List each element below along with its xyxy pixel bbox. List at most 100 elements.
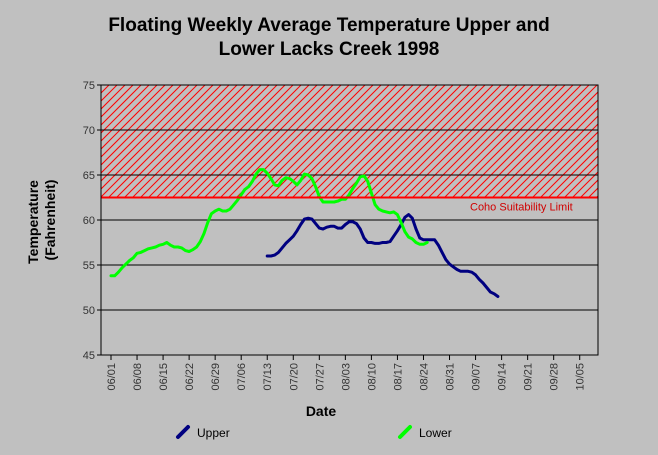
data-point-upper <box>429 238 433 241</box>
hatch-line <box>180 85 294 198</box>
hatch-line <box>101 85 190 174</box>
hatch-line <box>364 85 478 198</box>
data-point-upper <box>485 286 488 289</box>
x-tick-label: 06/08 <box>132 363 144 391</box>
data-point-lower <box>180 246 183 250</box>
data-point-upper <box>448 262 451 266</box>
data-point-lower <box>295 183 299 187</box>
hatch-line <box>308 85 422 198</box>
data-point-upper <box>489 290 492 294</box>
legend: Upper Lower <box>176 425 452 440</box>
data-point-upper <box>385 241 388 244</box>
x-axis-label: Date <box>306 403 337 419</box>
data-point-lower <box>202 232 206 235</box>
data-point-upper <box>329 225 332 228</box>
hatch-line <box>388 85 502 198</box>
data-point-lower <box>362 174 366 178</box>
data-point-lower <box>280 179 284 182</box>
data-point-upper <box>493 292 496 295</box>
data-point-lower <box>310 177 314 180</box>
hatch-line <box>596 195 598 198</box>
y-tick-label: 45 <box>83 350 95 362</box>
data-point-lower <box>232 203 235 206</box>
data-point-lower <box>329 200 332 204</box>
hatch-line <box>492 91 598 198</box>
data-point-lower <box>169 244 172 247</box>
data-point-lower <box>388 211 392 214</box>
data-point-lower <box>292 180 295 183</box>
data-point-upper <box>299 223 302 226</box>
data-point-lower <box>321 200 325 204</box>
data-point-upper <box>496 295 500 298</box>
legend-swatch-upper <box>176 425 190 439</box>
data-point-upper <box>370 241 373 244</box>
y-axis-ticks: 45 50 55 60 65 70 75 <box>83 80 101 362</box>
x-tick-label: 08/24 <box>418 363 430 391</box>
x-tick-label: 06/29 <box>210 363 222 391</box>
data-point-upper <box>325 226 328 229</box>
chart-title-line2: Lower Lacks Creek 1998 <box>218 39 440 60</box>
data-point-lower <box>347 193 351 196</box>
data-point-lower <box>187 250 191 253</box>
data-point-lower <box>225 209 228 213</box>
x-tick-label: 06/22 <box>184 363 196 391</box>
data-point-upper <box>414 227 418 231</box>
data-point-upper <box>288 238 291 241</box>
data-point-lower <box>217 208 221 211</box>
hatch-line <box>108 85 222 198</box>
data-point-upper <box>269 254 273 258</box>
data-point-upper <box>377 242 380 245</box>
data-point-lower <box>266 172 269 175</box>
hatch-line <box>244 85 358 198</box>
data-point-upper <box>426 238 429 241</box>
hatch-line <box>452 85 566 198</box>
x-tick-label: 09/21 <box>523 363 535 391</box>
hatch-line <box>124 85 238 198</box>
data-point-lower <box>373 203 377 206</box>
data-point-upper <box>359 227 362 231</box>
data-point-upper <box>433 238 436 241</box>
data-point-lower <box>109 274 113 277</box>
data-point-upper <box>318 226 321 230</box>
hatch-line <box>436 85 550 198</box>
hatch-line <box>572 171 598 198</box>
hatch-line <box>196 85 310 198</box>
data-point-lower <box>135 252 139 255</box>
hatch-line <box>420 85 534 198</box>
data-point-upper <box>366 241 369 244</box>
data-point-lower <box>333 200 336 204</box>
data-point-upper <box>362 236 366 240</box>
data-point-lower <box>199 240 202 243</box>
data-point-upper <box>314 222 317 225</box>
hatch-line <box>140 85 254 198</box>
data-point-upper <box>474 273 477 277</box>
data-point-upper <box>407 213 410 216</box>
data-point-lower <box>426 241 429 244</box>
data-point-upper <box>463 270 466 273</box>
x-tick-label: 09/28 <box>549 363 561 391</box>
data-point-lower <box>214 209 217 213</box>
data-point-lower <box>165 241 168 244</box>
data-point-lower <box>247 185 250 188</box>
hatch-line <box>101 85 174 158</box>
hatch-line <box>460 85 574 198</box>
data-point-upper <box>307 217 310 220</box>
legend-swatch-lower <box>398 425 412 439</box>
data-point-upper <box>373 242 377 245</box>
hatch-line <box>508 107 598 198</box>
hatch-line <box>148 85 262 198</box>
y-axis-label-line2: (Fahrenheit) <box>42 180 58 261</box>
hatch-line <box>404 85 518 198</box>
data-point-upper <box>437 244 440 247</box>
data-point-upper <box>440 251 444 254</box>
series-upper <box>265 213 500 298</box>
x-tick-label: 07/13 <box>262 363 274 391</box>
y-tick-label: 50 <box>83 305 95 317</box>
hatch-line <box>116 85 230 198</box>
hatch-line <box>101 85 198 182</box>
data-point-upper <box>381 241 384 244</box>
x-tick-label: 08/03 <box>340 363 352 391</box>
y-axis-label-line1: Temperature <box>25 180 41 264</box>
data-point-lower <box>132 256 135 259</box>
